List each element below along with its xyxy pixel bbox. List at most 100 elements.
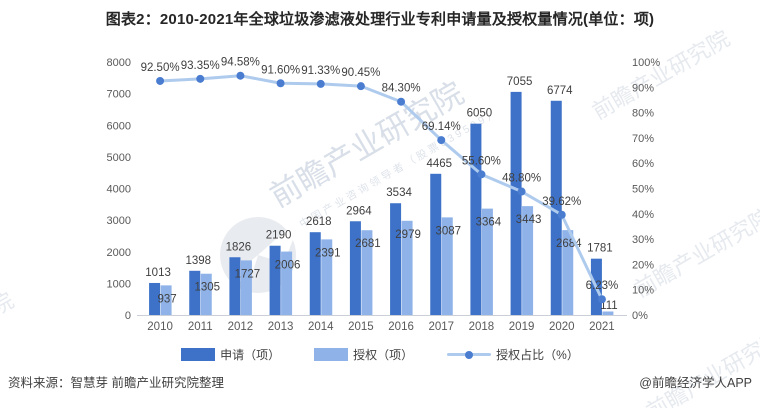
left-axis-tick: 4000: [107, 184, 131, 196]
line-marker-2013: [276, 79, 285, 88]
label-grant-ratio-2017: 69.14%: [422, 121, 461, 133]
watermark-logo-bird-icon: [258, 216, 302, 263]
bar-application-2019: [510, 91, 522, 315]
label-application-2021: 1781: [587, 243, 613, 255]
x-axis-label-2010: 2010: [147, 321, 173, 333]
right-axis-tick: 70%: [632, 133, 654, 145]
label-grant-2016: 2979: [395, 229, 421, 241]
combo-chart: 0 1000 2000 3000 4000 5000 6000 7000 8000 0% 10% 20…: [107, 57, 661, 333]
label-grant-ratio-2019: 48.80%: [502, 173, 541, 185]
line-marker-2021: [597, 295, 606, 304]
bar-grant-2020: [562, 230, 574, 315]
left-axis-tick: 3000: [107, 215, 131, 227]
right-axis-tick: 60%: [632, 158, 654, 170]
label-application-2010: 1013: [145, 267, 171, 279]
legend-swatch-grants: [314, 348, 349, 361]
bar-grant-2016: [401, 220, 413, 315]
legend-label-grants: 授权（项）: [353, 348, 414, 362]
bar-application-2016: [390, 203, 402, 315]
label-grant-2019: 3443: [516, 214, 542, 226]
line-marker-2017: [437, 136, 446, 145]
x-axis-label-2017: 2017: [428, 321, 454, 333]
left-axis-tick: 5000: [107, 152, 131, 164]
label-application-2018: 6050: [467, 108, 493, 120]
label-grant-2014: 2391: [315, 247, 341, 259]
legend-line-icon: [447, 348, 492, 361]
left-axis-tick: 6000: [107, 120, 131, 132]
label-grant-2018: 3364: [476, 217, 502, 229]
chart-legend: 申请（项） 授权（项） 授权占比（%）: [0, 346, 760, 363]
legend-swatch-applications: [181, 348, 216, 361]
label-grant-ratio-2014: 91.33%: [301, 65, 340, 77]
right-axis-tick: 40%: [632, 209, 654, 221]
label-application-2013: 2190: [266, 230, 292, 242]
label-application-2020: 6774: [547, 85, 573, 97]
bar-application-2013: [269, 245, 281, 315]
legend-label-applications: 申请（项）: [220, 348, 281, 362]
x-axis-label-2014: 2014: [308, 321, 334, 333]
legend-label-grant-ratio: 授权占比（%）: [496, 348, 579, 362]
label-grant-2011: 1305: [194, 282, 220, 294]
x-axis-label-2011: 2011: [188, 321, 213, 333]
left-axis-tick: 2000: [107, 247, 131, 259]
label-grant-ratio-2021: 6.23%: [586, 280, 619, 292]
bar-application-2020: [550, 100, 562, 315]
bar-grant-2014: [321, 239, 333, 315]
label-grant-ratio-2020: 39.62%: [542, 196, 581, 208]
left-axis-tick: 7000: [107, 89, 131, 101]
legend-item-grants: 授权（项）: [314, 346, 413, 363]
x-axis-label-2020: 2020: [549, 321, 575, 333]
label-grant-ratio-2013: 91.60%: [261, 64, 300, 76]
label-grant-2013: 2006: [275, 260, 301, 272]
legend-line-dot: [465, 350, 474, 359]
x-axis-label-2012: 2012: [228, 321, 254, 333]
right-axis-tick: 50%: [632, 184, 654, 196]
right-axis-tick: 10%: [632, 285, 654, 297]
label-application-2019: 7055: [507, 76, 533, 88]
label-grant-2021: 111: [600, 300, 617, 312]
right-axis-tick: 30%: [632, 234, 654, 246]
label-grant-2017: 3087: [435, 225, 461, 237]
bar-grant-2013: [281, 251, 293, 315]
line-marker-2018: [477, 170, 486, 179]
bar-application-2010: [149, 282, 161, 315]
bar-grant-2018: [481, 208, 493, 315]
x-axis-label-2021: 2021: [589, 321, 615, 333]
bar-application-2015: [349, 221, 361, 315]
x-axis-label-2013: 2013: [268, 321, 294, 333]
bar-grant-2017: [441, 217, 453, 315]
line-marker-2020: [557, 210, 566, 219]
left-axis-tick: 1000: [107, 278, 131, 290]
legend-item-grant-ratio: 授权占比（%）: [447, 346, 579, 363]
label-application-2017: 4465: [426, 158, 452, 170]
bar-application-2018: [470, 123, 482, 315]
right-axis-tick: 20%: [632, 259, 654, 271]
label-application-2012: 1826: [226, 241, 252, 253]
line-marker-2014: [316, 79, 325, 88]
label-grant-2012: 1727: [235, 268, 261, 280]
label-application-2016: 3534: [386, 187, 412, 199]
line-marker-2010: [156, 76, 165, 85]
line-marker-2016: [397, 97, 406, 106]
right-axis-tick: 90%: [632, 82, 654, 94]
line-marker-2012: [236, 71, 245, 80]
bar-grant-2015: [361, 230, 373, 315]
label-grant-ratio-2011: 93.35%: [181, 60, 220, 72]
footer: 资料来源：智慧芽 前瞻产业研究院整理 @前瞻经济学人APP: [8, 372, 752, 391]
left-axis-tick: 0: [125, 310, 131, 322]
x-axis-label-2015: 2015: [348, 321, 374, 333]
line-marker-2011: [196, 74, 205, 83]
page-title: 图表2：2010-2021年全球垃圾渗滤液处理行业专利申请量及授权量情况(单位：…: [105, 11, 655, 28]
label-application-2011: 1398: [185, 255, 211, 267]
right-axis-tick: 80%: [632, 108, 654, 120]
label-grant-ratio-2015: 90.45%: [341, 67, 380, 79]
legend-item-applications: 申请（项）: [181, 346, 280, 363]
label-grant-ratio-2018: 55.60%: [462, 155, 501, 167]
left-axis-tick: 8000: [107, 57, 131, 69]
credit-note: @前瞻经济学人APP: [639, 376, 752, 390]
label-grant-ratio-2016: 84.30%: [382, 83, 421, 95]
x-axis-label-2019: 2019: [509, 321, 535, 333]
bar-grant-2011: [200, 273, 212, 315]
x-axis-label-2016: 2016: [388, 321, 414, 333]
